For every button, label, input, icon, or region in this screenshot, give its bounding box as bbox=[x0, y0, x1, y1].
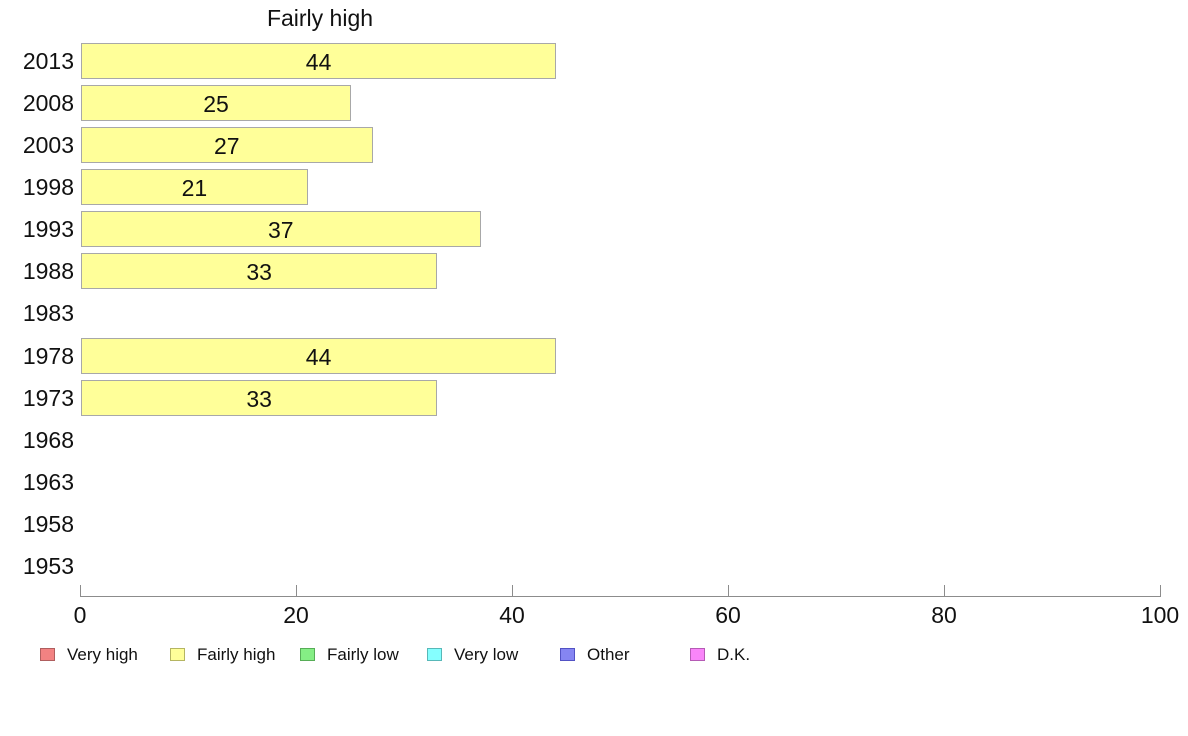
chart-title: Fairly high bbox=[266, 5, 374, 31]
legend-swatch-icon bbox=[427, 648, 442, 661]
y-axis-label: 2013 bbox=[22, 48, 74, 74]
legend-swatch-icon bbox=[560, 648, 575, 661]
x-axis-tick bbox=[80, 585, 81, 596]
x-axis-line bbox=[80, 596, 1161, 597]
bar-1978: 44 bbox=[81, 337, 557, 374]
x-axis-tick-label: 60 bbox=[715, 602, 741, 628]
y-axis-label: 1968 bbox=[22, 426, 74, 453]
x-axis-tick-label: 40 bbox=[499, 602, 525, 628]
legend-label: Other bbox=[587, 645, 630, 664]
bar-2013: 44 bbox=[81, 43, 557, 79]
legend-swatch-icon bbox=[40, 648, 55, 661]
legend-label: Very low bbox=[454, 645, 519, 664]
x-axis-tick bbox=[1160, 585, 1161, 596]
y-axis-label: 1998 bbox=[22, 174, 74, 201]
legend-label: Very high bbox=[67, 645, 138, 664]
legend-label: Fairly high bbox=[197, 645, 276, 664]
y-axis-label: 1973 bbox=[22, 384, 74, 411]
legend-swatch-icon bbox=[300, 648, 315, 661]
x-axis-tick bbox=[944, 585, 945, 596]
y-axis-label: 1983 bbox=[22, 300, 74, 327]
y-axis-label: 1958 bbox=[22, 510, 74, 537]
legend-label: D.K. bbox=[717, 645, 751, 664]
bar-1998: 21 bbox=[81, 169, 308, 206]
bar-1988: 33 bbox=[81, 253, 438, 290]
y-axis-label: 1993 bbox=[22, 216, 74, 243]
y-axis-label: 2008 bbox=[22, 90, 74, 117]
y-axis-label: 1953 bbox=[22, 552, 74, 579]
x-axis-tick-label: 80 bbox=[931, 602, 957, 628]
y-axis-label: 1978 bbox=[22, 342, 74, 369]
x-axis-tick-label: 0 bbox=[73, 602, 87, 628]
x-axis-tick-label: 100 bbox=[1140, 602, 1180, 628]
x-axis-tick bbox=[512, 585, 513, 596]
x-axis-tick bbox=[728, 585, 729, 596]
y-axis-label: 2003 bbox=[22, 132, 74, 159]
bar-1993: 37 bbox=[81, 211, 481, 248]
legend-swatch-icon bbox=[690, 648, 705, 661]
legend-label: Fairly low bbox=[327, 645, 399, 664]
y-axis-label: 1988 bbox=[22, 258, 74, 285]
x-axis-tick-label: 20 bbox=[283, 602, 309, 628]
y-axis-label: 1963 bbox=[22, 468, 74, 495]
x-axis-tick bbox=[296, 585, 297, 596]
bar-2003: 27 bbox=[81, 127, 373, 164]
bar-1973: 33 bbox=[81, 379, 438, 416]
legend-swatch-icon bbox=[170, 648, 185, 661]
bar-2008: 25 bbox=[81, 85, 351, 122]
